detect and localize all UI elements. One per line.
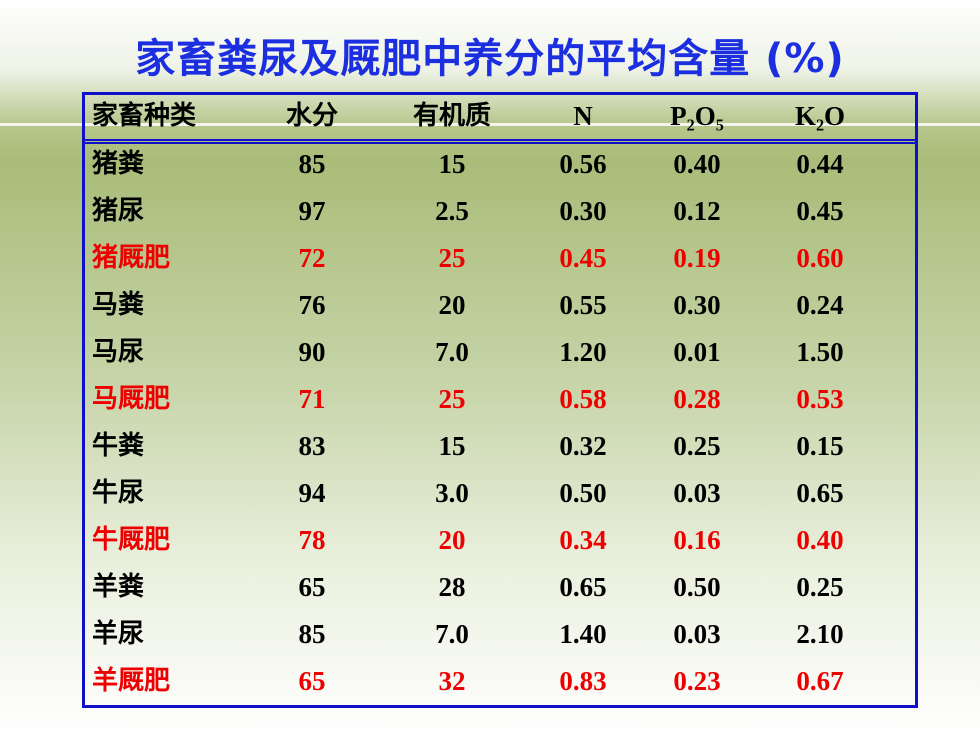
value-cell: 0.65 <box>559 572 607 602</box>
value-cell: 0.83 <box>559 666 607 696</box>
value-cell: 2.5 <box>435 196 469 226</box>
value-cell: 15 <box>438 431 466 461</box>
value-cell: 0.40 <box>673 149 721 179</box>
value-cell: 85 <box>298 619 326 649</box>
value-cell: 7.0 <box>435 619 469 649</box>
value-cell: 3.0 <box>435 478 469 508</box>
value-cell: 20 <box>438 290 466 320</box>
header-cell: 有机质 <box>412 101 491 131</box>
value-cell: 7.0 <box>435 337 469 367</box>
row-label: 牛粪 <box>92 431 145 461</box>
value-cell: 25 <box>438 384 466 414</box>
value-cell: 15 <box>438 149 466 179</box>
value-cell: 0.28 <box>673 384 721 414</box>
value-cell: 0.50 <box>559 478 607 508</box>
value-cell: 71 <box>298 384 326 414</box>
row-label: 牛尿 <box>92 478 145 508</box>
value-cell: 0.60 <box>796 243 844 273</box>
value-cell: 76 <box>298 290 326 320</box>
row-label: 羊粪 <box>92 572 145 602</box>
value-cell: 78 <box>298 525 326 555</box>
row-label: 马厩肥 <box>92 384 171 414</box>
row-label: 马粪 <box>92 290 145 320</box>
value-cell: 1.50 <box>796 337 844 367</box>
value-cell: 0.16 <box>673 525 721 555</box>
value-cell: 90 <box>298 337 326 367</box>
value-cell: 0.65 <box>796 478 844 508</box>
value-cell: 0.24 <box>796 290 844 320</box>
value-cell: 0.50 <box>673 572 721 602</box>
row-label: 猪尿 <box>92 196 145 226</box>
value-cell: 0.25 <box>796 572 844 602</box>
row-label: 羊厩肥 <box>92 666 171 696</box>
value-cell: 0.03 <box>673 478 721 508</box>
value-cell: 0.45 <box>559 243 607 273</box>
value-cell: 1.20 <box>559 337 607 367</box>
value-cell: 0.01 <box>673 337 721 367</box>
value-cell: 83 <box>298 431 326 461</box>
value-cell: 65 <box>298 666 326 696</box>
row-label: 马尿 <box>92 337 145 367</box>
value-cell: 0.19 <box>673 243 721 273</box>
row-label: 牛厩肥 <box>92 525 171 555</box>
header-rule <box>82 139 918 144</box>
value-cell: 0.44 <box>796 149 844 179</box>
table-frame <box>82 92 918 708</box>
value-cell: 0.15 <box>796 431 844 461</box>
row-label: 猪粪 <box>92 149 145 179</box>
header-cell: N <box>573 101 593 131</box>
value-cell: 25 <box>438 243 466 273</box>
value-cell: 0.32 <box>559 431 607 461</box>
value-cell: 0.12 <box>673 196 721 226</box>
value-cell: 0.03 <box>673 619 721 649</box>
row-label: 羊尿 <box>92 619 145 649</box>
value-cell: 0.25 <box>673 431 721 461</box>
header-cell: 水分 <box>285 101 338 131</box>
value-cell: 94 <box>298 478 326 508</box>
value-cell: 85 <box>298 149 326 179</box>
value-cell: 0.30 <box>559 196 607 226</box>
value-cell: 0.55 <box>559 290 607 320</box>
value-cell: 65 <box>298 572 326 602</box>
value-cell: 2.10 <box>796 619 844 649</box>
value-cell: 0.40 <box>796 525 844 555</box>
row-label: 猪厩肥 <box>92 243 171 273</box>
title: 家畜粪尿及厩肥中养分的平均含量 (%) <box>135 36 845 82</box>
value-cell: 97 <box>298 196 326 226</box>
value-cell: 32 <box>438 666 466 696</box>
value-cell: 0.23 <box>673 666 721 696</box>
value-cell: 0.58 <box>559 384 607 414</box>
value-cell: 0.56 <box>559 149 607 179</box>
value-cell: 20 <box>438 525 466 555</box>
value-cell: 72 <box>298 243 326 273</box>
value-cell: 0.53 <box>796 384 844 414</box>
value-cell: 1.40 <box>559 619 607 649</box>
value-cell: 28 <box>438 572 466 602</box>
decor-line <box>0 123 980 126</box>
value-cell: 0.67 <box>796 666 844 696</box>
header-cell: K₂O <box>794 101 846 131</box>
value-cell: 0.30 <box>673 290 721 320</box>
value-cell: 0.45 <box>796 196 844 226</box>
header-cell: 家畜种类 <box>92 101 197 131</box>
header-cell: P₂O₅ <box>670 101 724 131</box>
value-cell: 0.34 <box>559 525 607 555</box>
